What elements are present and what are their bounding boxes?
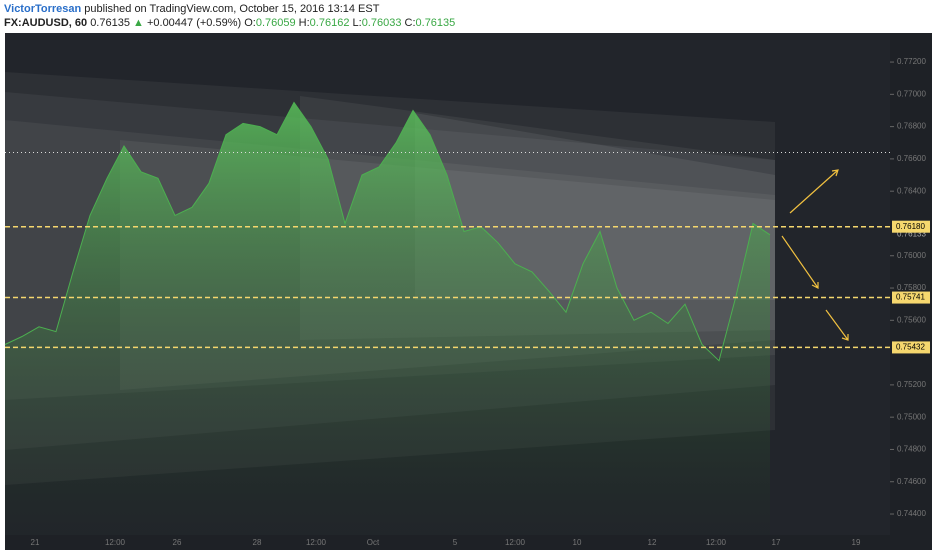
y-tick-label: 0.76400: [897, 186, 926, 195]
y-tick-label: 0.76600: [897, 154, 926, 163]
open-label: O:: [244, 17, 256, 29]
high: 0.76162: [309, 17, 350, 29]
y-tick-label: 0.74600: [897, 477, 926, 486]
arrows: [781, 169, 849, 341]
x-tick-label: 21: [31, 538, 40, 547]
y-tick-label: 0.75800: [897, 283, 926, 292]
line: [4, 101, 771, 362]
current-price: 0.76133: [897, 229, 926, 238]
x-tick-label: 10: [573, 538, 582, 547]
x-tick-label: 12:00: [706, 538, 727, 547]
y-tick-label: 0.76800: [897, 122, 926, 131]
level-label: 0.76180: [896, 222, 925, 231]
arrow: ▲: [133, 17, 144, 29]
quote-line: FX:AUDUSD, 60 0.76135 ▲ +0.00447 (+0.59%…: [4, 16, 455, 30]
x-tick-label: 26: [173, 538, 182, 547]
header: VictorTorresan published on TradingView.…: [4, 2, 455, 30]
high-label: H:: [298, 17, 310, 29]
arrow: [825, 309, 849, 341]
change: +0.00447 (+0.59%): [146, 17, 242, 29]
x-tick-label: 17: [772, 538, 781, 547]
y-tick-label: 0.76000: [897, 251, 926, 260]
y-tick-label: 0.74800: [897, 445, 926, 454]
close: 0.76135: [415, 17, 456, 29]
level-label: 0.75432: [896, 343, 925, 352]
x-tick-label: 12:00: [306, 538, 327, 547]
arrow: [789, 169, 839, 214]
y-tick-label: 0.74400: [897, 509, 926, 518]
open: 0.76059: [255, 17, 296, 29]
author[interactable]: VictorTorresan: [4, 3, 82, 15]
x-tick-label: 12: [648, 538, 657, 547]
x-tick-label: 12:00: [505, 538, 526, 547]
low-label: L:: [352, 17, 362, 29]
x-tick-label: 28: [253, 538, 262, 547]
symbol: FX:AUDUSD, 60: [4, 17, 88, 29]
y-tick-label: 0.75000: [897, 412, 926, 421]
time-axis: [5, 535, 890, 550]
level-box: [892, 220, 930, 233]
arrow: [781, 235, 819, 289]
x-tick-label: 12:00: [105, 538, 126, 547]
level-label: 0.75741: [896, 293, 925, 302]
x-tick-label: 19: [852, 538, 861, 547]
y-tick-label: 0.77000: [897, 89, 926, 98]
y-tick-label: 0.75600: [897, 315, 926, 324]
publish-line: VictorTorresan published on TradingView.…: [4, 2, 455, 16]
x-tick-label: Oct: [367, 538, 380, 547]
price-axis: [890, 33, 932, 550]
y-tick-label: 0.75200: [897, 380, 926, 389]
close-label: C:: [404, 17, 416, 29]
published: published on TradingView.com, October 15…: [81, 3, 380, 15]
y-tick-label: 0.77200: [897, 57, 926, 66]
x-tick-label: 5: [453, 538, 458, 547]
last: 0.76135: [90, 17, 130, 29]
level-box: [892, 341, 930, 354]
level-box: [892, 291, 930, 304]
low: 0.76033: [361, 17, 402, 29]
area: [5, 102, 770, 536]
